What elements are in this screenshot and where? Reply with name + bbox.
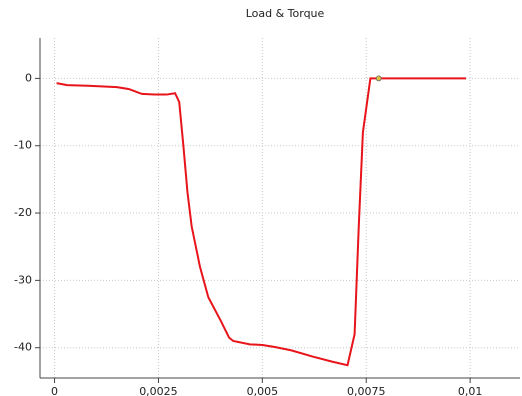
x-tick-label: 0,0025 bbox=[139, 385, 178, 396]
x-tick-label: 0,0075 bbox=[347, 385, 386, 396]
x-tick-label: 0 bbox=[51, 385, 58, 396]
y-tick-label: -40 bbox=[14, 341, 32, 354]
y-tick-label: -20 bbox=[14, 206, 32, 219]
y-tick-label: -30 bbox=[14, 273, 32, 286]
highlight-point bbox=[375, 75, 382, 82]
x-tick-label: 0,005 bbox=[247, 385, 279, 396]
y-tick-label: 0 bbox=[25, 71, 32, 84]
line bbox=[56, 77, 466, 367]
y-tick-label: -10 bbox=[14, 139, 32, 152]
x-tick-label: 0,01 bbox=[458, 385, 483, 396]
chart-title: Load & Torque bbox=[246, 7, 325, 20]
